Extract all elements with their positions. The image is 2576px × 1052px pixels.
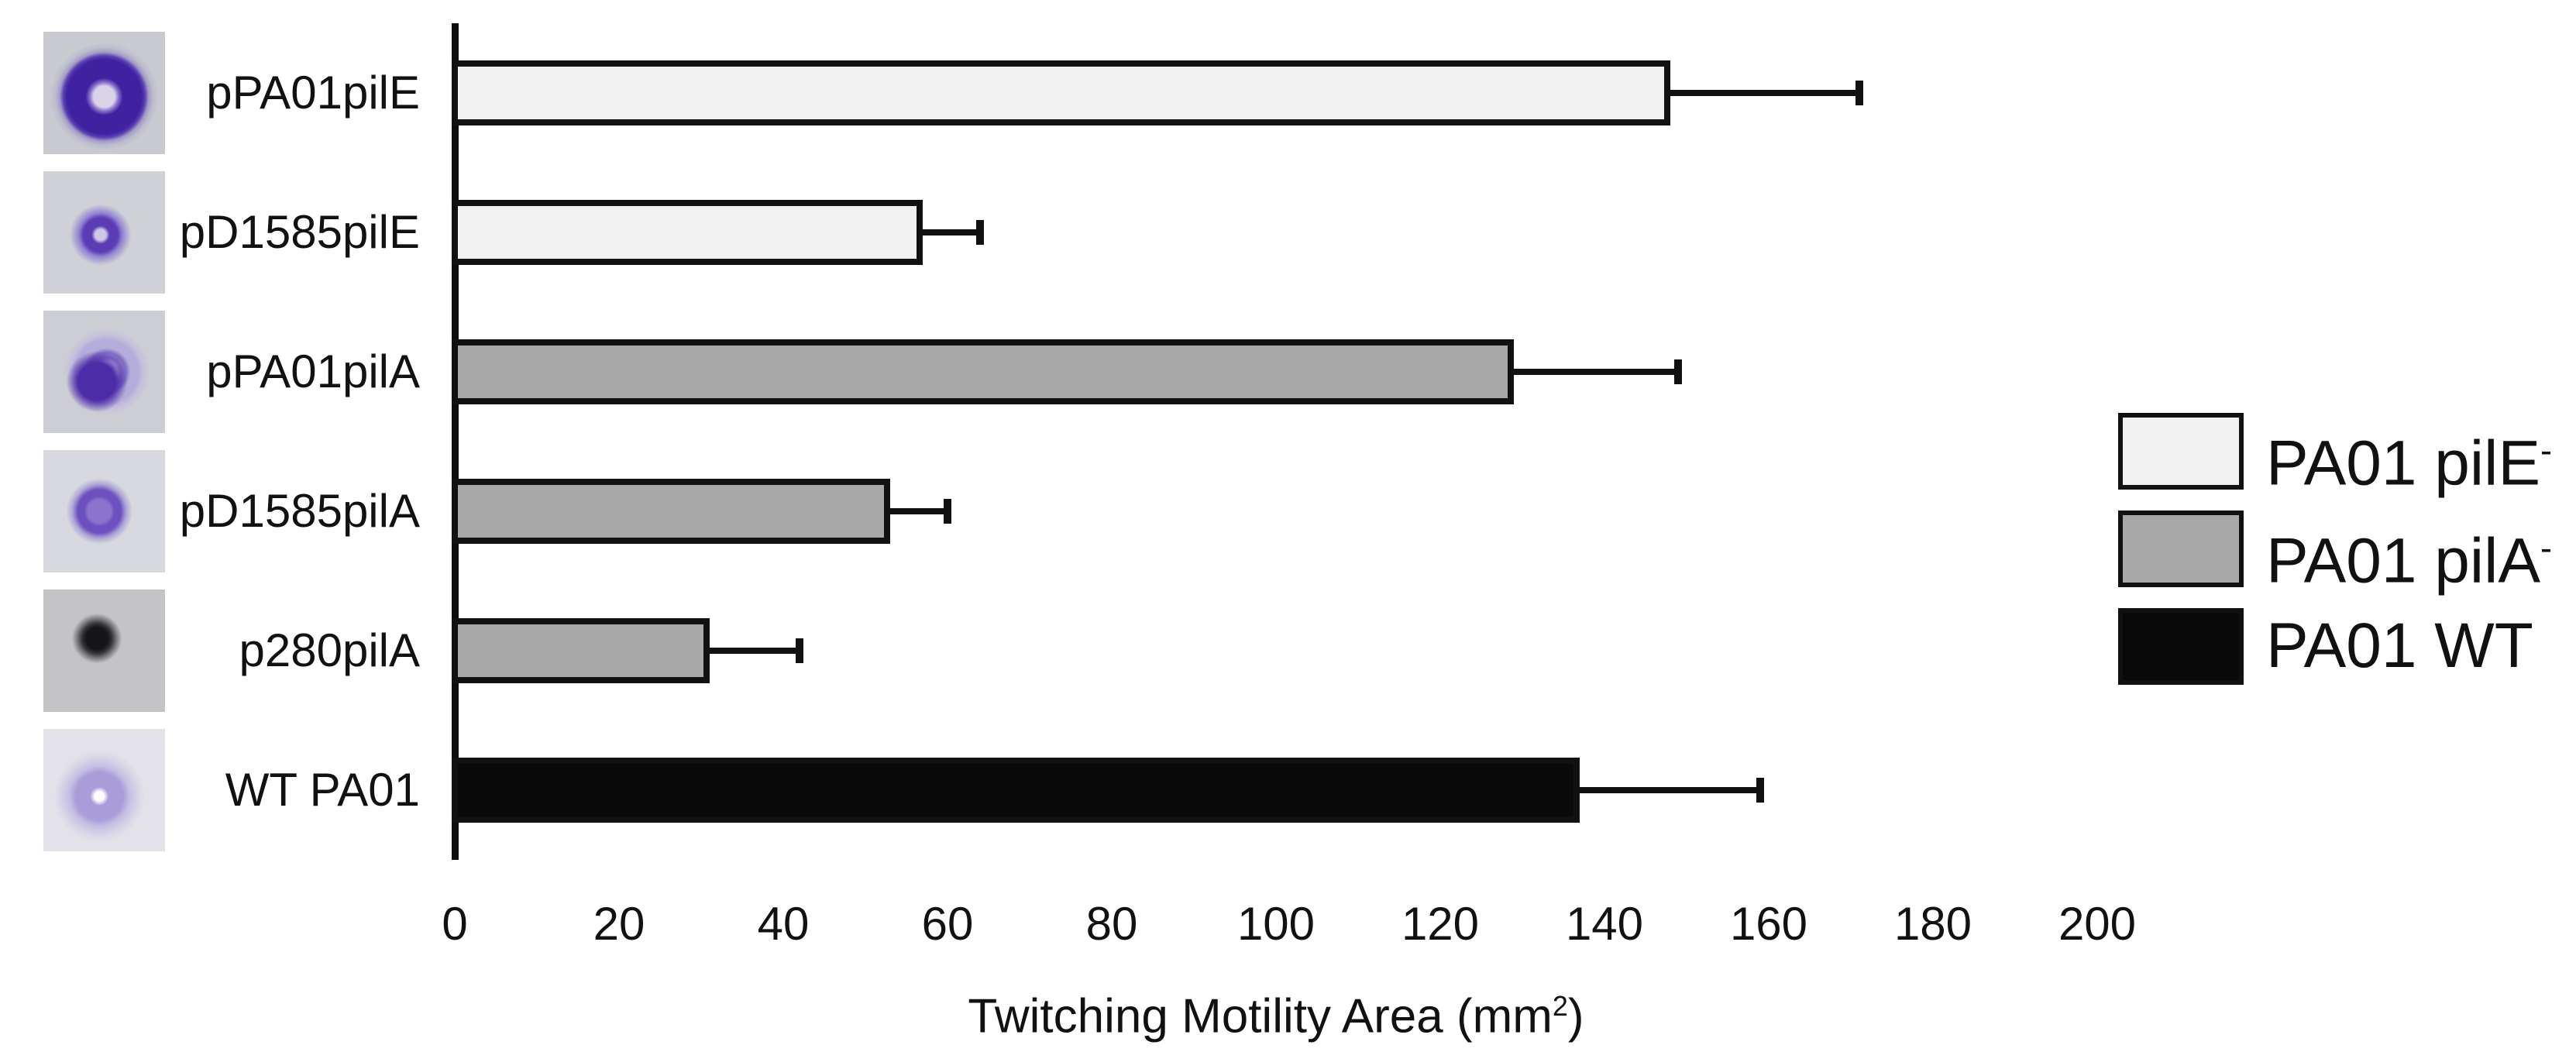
x-tick-label-40: 40 (757, 898, 810, 950)
x-tick-label-160: 160 (1729, 898, 1808, 950)
x-axis-title-main: Twitching Motility Area (mm (968, 989, 1553, 1043)
error-bar-cap (944, 499, 951, 524)
category-axis-line (452, 23, 459, 860)
error-bar-line (889, 508, 948, 514)
error-bar-line (923, 229, 981, 235)
x-tick-label-120: 120 (1401, 898, 1480, 950)
error-bar-cap (1674, 359, 1683, 384)
bar-ppa01pila (452, 339, 1515, 404)
colony-image-pd1585pila (43, 450, 165, 572)
category-label: pD1585pilE (179, 206, 420, 258)
x-axis-title-superscript: 2 (1552, 990, 1568, 1022)
x-tick-label-180: 180 (1893, 898, 1972, 950)
category-label: pD1585pilA (179, 485, 420, 537)
legend-swatch-pa01-pila- (2118, 511, 2244, 587)
x-tick-label-140: 140 (1565, 898, 1644, 950)
category-label: pPA01pilA (206, 346, 420, 397)
category-label: pPA01pilE (206, 67, 420, 119)
error-bar-line (1514, 369, 1679, 375)
category-label: p280pilA (239, 624, 420, 676)
legend-label-superscript: - (2540, 528, 2553, 568)
bar-p280pila (452, 618, 710, 683)
x-tick-label-80: 80 (1085, 898, 1138, 950)
error-bar-line (1580, 787, 1761, 793)
legend-swatch-pa01-pile- (2118, 413, 2244, 490)
bar-ppa01pile (452, 60, 1670, 125)
legend-label: PA01 WT (2266, 606, 2533, 686)
x-tick-label-0: 0 (442, 898, 468, 950)
error-bar-line (709, 648, 800, 654)
x-tick-label-60: 60 (921, 898, 974, 950)
colony-image-pd1585pile (43, 171, 165, 294)
colony-image-p280pila (43, 590, 165, 712)
x-tick-label-20: 20 (593, 898, 645, 950)
legend-label-superscript: - (2540, 431, 2553, 470)
bar-pd1585pila (452, 479, 890, 544)
x-axis-title: Twitching Motility Area (mm2) (889, 978, 1663, 1043)
colony-image-ppa01pile (43, 32, 165, 154)
x-tick-label-200: 200 (2058, 898, 2137, 950)
error-bar-cap (976, 220, 985, 245)
bar-pd1585pile (452, 200, 923, 265)
bar-wt-pa01 (452, 758, 1580, 823)
legend-label: PA01 pilA- (2266, 508, 2553, 596)
category-label: WT PA01 (225, 764, 420, 816)
error-bar-cap (796, 638, 804, 663)
x-axis-title-close: ) (1567, 989, 1584, 1043)
legend-swatch-pa01-wt (2118, 608, 2244, 685)
error-bar-cap (1756, 778, 1765, 803)
colony-image-wt-pa01 (43, 729, 165, 851)
error-bar-line (1670, 90, 1859, 96)
legend-label: PA01 pilE- (2266, 411, 2553, 498)
legend-label-text: PA01 pilA (2266, 525, 2541, 596)
legend-label-text: PA01 WT (2266, 610, 2533, 681)
legend-label-text: PA01 pilE (2266, 428, 2541, 499)
x-tick-label-100: 100 (1236, 898, 1316, 950)
colony-image-ppa01pila (43, 311, 165, 433)
error-bar-cap (1855, 81, 1863, 105)
